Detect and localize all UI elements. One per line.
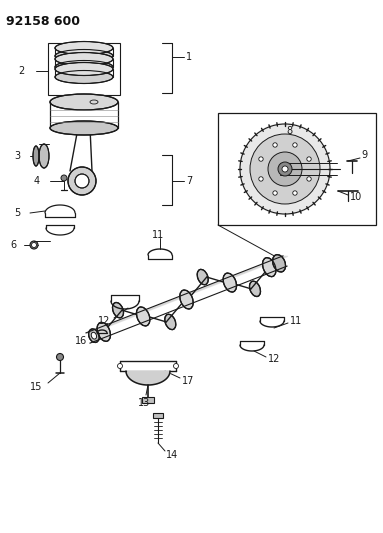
- Ellipse shape: [55, 62, 113, 76]
- Ellipse shape: [55, 61, 113, 74]
- Text: 7: 7: [186, 176, 192, 186]
- Text: 14: 14: [166, 450, 178, 460]
- Text: 92158 600: 92158 600: [6, 15, 80, 28]
- Bar: [48, 43, 120, 95]
- Circle shape: [307, 177, 311, 181]
- Ellipse shape: [197, 269, 208, 285]
- Text: 12: 12: [98, 316, 110, 326]
- Text: 3: 3: [14, 151, 20, 161]
- Text: 6: 6: [10, 240, 16, 250]
- Text: 10: 10: [350, 192, 362, 202]
- Ellipse shape: [113, 303, 123, 318]
- Text: 9: 9: [361, 150, 367, 160]
- Text: 1: 1: [186, 52, 192, 62]
- Circle shape: [259, 157, 263, 161]
- Text: 15: 15: [30, 382, 43, 392]
- Text: 11: 11: [290, 316, 302, 326]
- Text: 4: 4: [34, 176, 40, 186]
- Text: 2: 2: [18, 66, 24, 76]
- Ellipse shape: [249, 281, 260, 296]
- Text: 5: 5: [14, 208, 20, 218]
- Circle shape: [61, 175, 67, 181]
- Text: 13: 13: [138, 398, 150, 408]
- Ellipse shape: [97, 322, 110, 341]
- Bar: [142, 397, 154, 403]
- Text: 11: 11: [152, 230, 164, 240]
- Ellipse shape: [39, 144, 49, 168]
- Bar: [218, 113, 376, 225]
- Ellipse shape: [91, 332, 97, 339]
- Ellipse shape: [55, 42, 113, 54]
- Circle shape: [307, 157, 311, 161]
- Circle shape: [273, 191, 277, 195]
- Circle shape: [250, 134, 320, 204]
- Ellipse shape: [55, 70, 113, 84]
- Ellipse shape: [55, 52, 113, 66]
- Circle shape: [268, 152, 302, 186]
- Ellipse shape: [223, 273, 237, 292]
- Circle shape: [31, 243, 36, 247]
- Circle shape: [273, 143, 277, 147]
- Ellipse shape: [165, 314, 176, 329]
- Text: 17: 17: [182, 376, 195, 386]
- Circle shape: [118, 364, 123, 368]
- Text: 8: 8: [286, 126, 292, 136]
- Circle shape: [239, 123, 331, 215]
- Polygon shape: [126, 371, 170, 385]
- Bar: [153, 413, 163, 418]
- Ellipse shape: [263, 257, 276, 277]
- Ellipse shape: [55, 50, 113, 62]
- Text: 16: 16: [75, 336, 87, 346]
- Ellipse shape: [88, 329, 99, 343]
- Circle shape: [75, 174, 89, 188]
- Circle shape: [173, 364, 178, 368]
- Circle shape: [293, 191, 297, 195]
- Ellipse shape: [50, 121, 118, 135]
- Circle shape: [282, 166, 288, 172]
- Circle shape: [30, 241, 38, 249]
- Circle shape: [278, 162, 292, 176]
- Circle shape: [293, 143, 297, 147]
- Ellipse shape: [33, 146, 39, 166]
- Ellipse shape: [273, 255, 286, 272]
- Circle shape: [259, 177, 263, 181]
- Circle shape: [68, 167, 96, 195]
- Circle shape: [57, 353, 64, 360]
- Text: 12: 12: [268, 354, 280, 364]
- Ellipse shape: [50, 94, 118, 110]
- Ellipse shape: [136, 307, 150, 326]
- Ellipse shape: [180, 290, 193, 309]
